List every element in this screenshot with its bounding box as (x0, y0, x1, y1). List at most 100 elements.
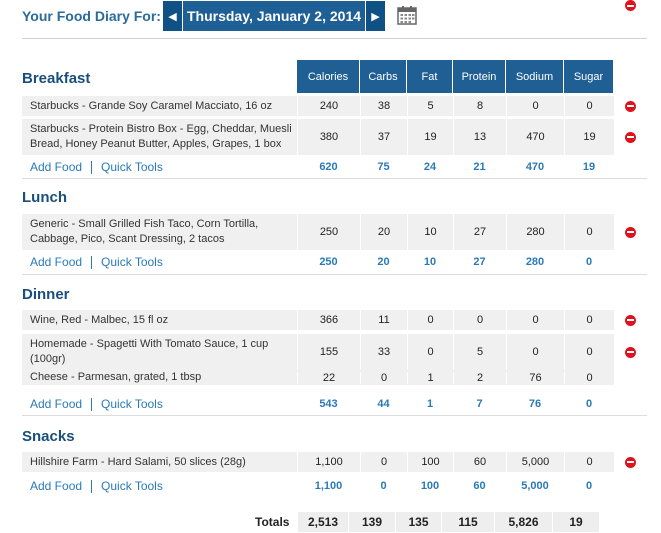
food-row[interactable]: Hillshire Farm - Hard Salami, 50 slices … (22, 452, 614, 472)
nutrient-value: 5 (453, 334, 506, 370)
nutrient-value: 0 (360, 452, 407, 472)
nutrient-value: 240 (297, 96, 360, 116)
nutrient-value: 0 (453, 310, 506, 330)
nutrient-value: 19 (564, 119, 614, 155)
col-sodium: Sodium (506, 60, 564, 93)
meal-total-value: 24 (423, 161, 437, 173)
food-description[interactable]: Starbucks - Grande Soy Caramel Macciato,… (30, 99, 273, 112)
nutrient-value: 0 (506, 310, 564, 330)
delete-entry-icon[interactable] (625, 0, 636, 11)
meal-divider (22, 274, 647, 275)
food-description[interactable]: Cheese - Parmesan, grated, 1 tbsp (30, 371, 202, 383)
link-separator (91, 397, 93, 411)
nutrient-value: 470 (506, 119, 564, 155)
meal-totals-row: Add Food Quick Tools 1,100 0 100 60 5,000 0 (22, 476, 614, 496)
delete-entry-icon[interactable] (625, 456, 636, 468)
delete-entry-icon[interactable] (625, 226, 636, 238)
nutrient-value: 2 (453, 371, 506, 384)
food-description[interactable]: Wine, Red - Malbec, 15 fl oz (30, 313, 169, 326)
quick-tools-link[interactable]: Quick Tools (101, 160, 163, 174)
total-fat: 135 (395, 512, 441, 532)
header-divider (22, 38, 647, 39)
meal-actions: Add Food Quick Tools (22, 255, 297, 269)
nutrient-value: 22 (297, 371, 360, 384)
food-description[interactable]: Homemade - Spagetti With Tomato Sauce, 1… (30, 338, 269, 365)
add-food-link[interactable]: Add Food (30, 479, 83, 493)
add-food-link[interactable]: Add Food (30, 160, 83, 174)
meal-total-value: 0 (585, 256, 593, 268)
calendar-icon[interactable] (397, 5, 417, 25)
meal-total-value: 470 (525, 161, 545, 173)
nutrient-value: 0 (407, 310, 453, 330)
meal-total-value: 543 (319, 398, 338, 410)
nutrient-value: 155 (297, 334, 360, 370)
food-description[interactable]: Generic - Small Grilled Fish Taco, Corn … (30, 218, 259, 245)
food-row[interactable]: Starbucks - Grande Soy Caramel Macciato,… (22, 96, 614, 116)
nutrient-value: 0 (564, 214, 614, 250)
previous-day-button[interactable]: ◀ (163, 1, 182, 31)
meal-title: Lunch (22, 189, 67, 206)
add-food-link[interactable]: Add Food (30, 397, 83, 411)
total-sodium: 5,826 (494, 512, 552, 532)
delete-entry-icon[interactable] (625, 131, 636, 143)
meal-total-value: 60 (473, 480, 486, 492)
nutrient-value: 0 (360, 371, 407, 384)
col-fat: Fat (407, 60, 453, 93)
meal-total-value: 0 (585, 398, 593, 410)
meal-total-value: 76 (528, 398, 542, 410)
quick-tools-link[interactable]: Quick Tools (101, 255, 163, 269)
nutrient-value: 5 (407, 96, 453, 116)
meal-title: Breakfast (22, 70, 91, 87)
nutrient-value: 13 (453, 119, 506, 155)
link-separator (91, 479, 93, 493)
food-row[interactable]: Starbucks - Protein Bistro Box - Egg, Ch… (22, 119, 614, 155)
col-calories: Calories (297, 60, 360, 93)
meal-totals-row: Add Food Quick Tools 543 44 1 7 76 0 (22, 394, 614, 414)
add-food-link[interactable]: Add Food (30, 255, 83, 269)
meal-total-value: 21 (473, 161, 486, 173)
meal-totals-row: Add Food Quick Tools 250 20 10 27 280 0 (22, 252, 614, 272)
next-day-button[interactable]: ▶ (366, 1, 385, 31)
delete-entry-icon[interactable] (625, 100, 636, 112)
meal-total-value: 20 (377, 256, 390, 268)
col-sugar: Sugar (564, 60, 614, 93)
food-row[interactable]: Cheese - Parmesan, grated, 1 tbsp 22 0 1 2 76… (22, 370, 614, 385)
nutrient-value: 100 (407, 452, 453, 472)
meal-total-value: 100 (420, 480, 440, 492)
meal-divider (22, 178, 647, 179)
nutrient-value: 37 (360, 119, 407, 155)
meal-total-value: 44 (377, 398, 390, 410)
nutrient-value: 366 (297, 310, 360, 330)
quick-tools-link[interactable]: Quick Tools (101, 397, 163, 411)
nutrient-value: 8 (453, 96, 506, 116)
nutrient-value: 250 (297, 214, 360, 250)
delete-entry-icon[interactable] (625, 314, 636, 326)
nutrient-value: 11 (360, 310, 407, 330)
delete-entry-icon[interactable] (625, 346, 636, 358)
nutrient-value: 1 (407, 371, 453, 384)
current-date: Thursday, January 2, 2014 (182, 1, 366, 31)
food-description[interactable]: Starbucks - Protein Bistro Box - Egg, Ch… (30, 123, 292, 150)
food-description[interactable]: Hillshire Farm - Hard Salami, 50 slices … (30, 455, 246, 468)
nutrient-value: 38 (360, 96, 407, 116)
quick-tools-link[interactable]: Quick Tools (101, 479, 163, 493)
nutrient-value: 280 (506, 214, 564, 250)
column-headers: Calories Carbs Fat Protein Sodium Sugar (297, 60, 614, 93)
chevron-left-icon: ◀ (168, 10, 177, 23)
nutrient-value: 0 (564, 452, 614, 472)
nutrient-value: 1,100 (297, 452, 360, 472)
meal-total-value: 75 (377, 161, 390, 173)
food-row[interactable]: Wine, Red - Malbec, 15 fl oz 366 11 0 0 0 0 (22, 310, 614, 330)
meal-total-value: 10 (423, 256, 437, 268)
link-separator (91, 255, 93, 269)
total-carbs: 139 (348, 512, 395, 532)
nutrient-value: 5,000 (506, 452, 564, 472)
meal-total-value: 1,100 (314, 480, 343, 492)
total-sugar: 19 (552, 512, 599, 532)
meal-actions: Add Food Quick Tools (22, 479, 297, 493)
food-row[interactable]: Generic - Small Grilled Fish Taco, Corn … (22, 214, 614, 250)
diary-header-label: Your Food Diary For: (22, 8, 161, 24)
nutrient-value: 380 (297, 119, 360, 155)
food-row[interactable]: Homemade - Spagetti With Tomato Sauce, 1… (22, 334, 614, 370)
chevron-right-icon: ▶ (371, 10, 380, 23)
